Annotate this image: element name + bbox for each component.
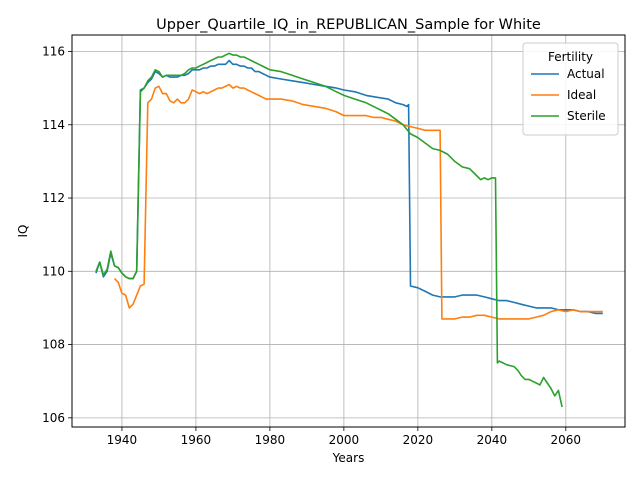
y-tick-label: 106: [42, 411, 65, 425]
legend-title: Fertility: [548, 50, 593, 64]
plot-frame: [71, 34, 626, 428]
grid-lines: [72, 35, 625, 427]
series-line-ideal: [113, 83, 603, 320]
series-line-sterile: [95, 52, 563, 408]
y-tick-label: 108: [42, 338, 65, 352]
x-tick-label: 1960: [181, 433, 212, 447]
x-tick-label: 2020: [403, 433, 434, 447]
y-tick-label: 112: [42, 191, 65, 205]
legend-label-actual: Actual: [567, 67, 605, 81]
legend: Fertility Actual Ideal Sterile: [522, 42, 619, 136]
x-tick-label: 2000: [329, 433, 360, 447]
x-tick-label: 2060: [551, 433, 582, 447]
series-lines: [95, 52, 603, 408]
legend-box: [522, 42, 619, 136]
y-axis-label: IQ: [16, 225, 30, 238]
x-tick-label: 1940: [107, 433, 138, 447]
y-tick-label: 114: [42, 118, 65, 132]
legend-label-ideal: Ideal: [567, 88, 596, 102]
y-tick-label: 110: [42, 264, 65, 278]
legend-items: Actual Ideal Sterile: [531, 67, 606, 123]
y-tick-label: 116: [42, 44, 65, 58]
legend-label-sterile: Sterile: [567, 109, 606, 123]
axis-ticks: 1940 1960 1980 2000 2020 2040 2060 106 108 110 112…: [42, 44, 581, 447]
x-axis-label: Years: [332, 451, 365, 465]
x-tick-label: 1980: [255, 433, 286, 447]
series-line-actual: [95, 59, 603, 315]
x-tick-label: 2040: [477, 433, 508, 447]
chart-title: Upper_Quartile_IQ_in_REPUBLICAN_Sample f…: [156, 17, 541, 33]
